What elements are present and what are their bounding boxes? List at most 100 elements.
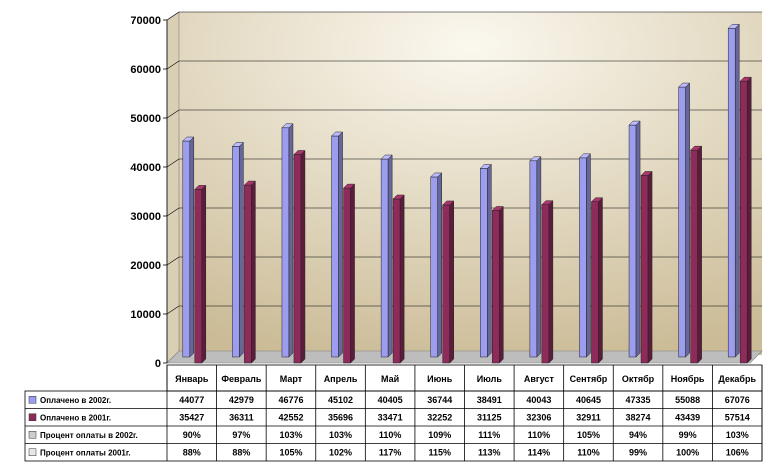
bar-top — [442, 200, 455, 206]
category-label-0: Январь — [175, 374, 209, 384]
bar-side — [598, 197, 603, 364]
gridline-depth-40000 — [166, 158, 180, 168]
bar-side — [449, 200, 454, 364]
bar-2001-5 — [442, 200, 455, 364]
bar-top — [727, 24, 740, 29]
table-cell-2-10: 99% — [679, 430, 697, 440]
bar-top — [491, 206, 504, 211]
bar-top — [342, 183, 356, 189]
gridline-depth-60000 — [166, 60, 180, 70]
table-row-label-2: Процент оплаты в 2002г. — [40, 431, 138, 440]
bar-front — [628, 124, 637, 358]
bar-top — [430, 172, 443, 178]
table-cell-2-11: 103% — [726, 430, 749, 440]
table-row-label-3: Процент оплаты 2001г. — [40, 448, 131, 457]
bar-2001-1 — [243, 180, 256, 364]
bar-top — [194, 185, 207, 190]
category-label-8: Сентябр — [570, 374, 608, 384]
bar-front — [579, 157, 587, 358]
bar-top — [182, 136, 195, 142]
bar-2001-7 — [541, 200, 554, 364]
category-label-3: Апрель — [324, 374, 358, 384]
table-cell-2-4: 110% — [379, 430, 402, 440]
bar-top — [479, 164, 492, 169]
bar-2002-4 — [380, 154, 393, 358]
table-cell-2-1: 97% — [232, 430, 250, 440]
legend-key-row-1 — [28, 413, 37, 421]
table-cell-3-5: 115% — [428, 447, 451, 457]
table-cell-3-2: 105% — [279, 447, 302, 457]
table-cell-1-5: 32252 — [427, 412, 452, 422]
ytick-label-40000: 40000 — [130, 162, 161, 174]
ytick-label-30000: 30000 — [130, 211, 161, 223]
bar-top — [243, 180, 256, 186]
bar-top — [690, 145, 703, 151]
bar-2002-0 — [182, 136, 195, 358]
bar-side — [251, 180, 256, 364]
table-cell-1-9: 38274 — [626, 412, 651, 422]
category-label-2: Март — [280, 374, 303, 384]
bar-top — [640, 171, 653, 176]
table-cell-0-9: 47335 — [626, 395, 651, 405]
table-cell-2-0: 90% — [183, 430, 201, 440]
bar-side — [338, 131, 343, 358]
bar-2002-11 — [727, 23, 740, 358]
bar-top — [541, 200, 554, 205]
category-label-4: Май — [381, 374, 399, 384]
bar-side — [350, 183, 355, 364]
table-cell-1-3: 35696 — [328, 412, 353, 422]
category-label-10: Ноябрь — [671, 374, 705, 384]
bar-front — [232, 146, 240, 358]
bar-front — [640, 175, 649, 364]
bar-side — [437, 172, 442, 358]
bar-top — [281, 123, 294, 129]
bar-top — [330, 131, 344, 137]
table-cell-2-5: 109% — [428, 430, 451, 440]
bar-top — [231, 142, 244, 147]
gridline-depth-30000 — [166, 207, 180, 217]
ytick-label-0: 0 — [155, 358, 161, 370]
bar-side — [189, 136, 195, 358]
legend-key-row-0 — [28, 396, 37, 404]
bar-side — [697, 145, 702, 364]
bar-side — [499, 205, 504, 364]
bar-2002-2 — [281, 123, 294, 358]
table-cell-3-10: 100% — [676, 447, 699, 457]
gridline-depth-10000 — [166, 305, 180, 315]
table-cell-1-10: 43439 — [675, 412, 700, 422]
bar-side — [201, 184, 207, 364]
bar-2002-6 — [479, 163, 492, 358]
bar-2002-7 — [529, 156, 542, 358]
bar-2002-8 — [578, 153, 592, 358]
bar-2001-2 — [293, 149, 306, 364]
bar-side — [387, 154, 393, 358]
category-label-11: Декабрь — [718, 374, 756, 384]
legend-key-row-3 — [28, 448, 37, 456]
table-cell-1-1: 36311 — [229, 412, 254, 422]
table-cell-3-6: 113% — [478, 447, 501, 457]
bar-front — [293, 154, 302, 364]
table-cell-0-2: 46776 — [278, 395, 303, 405]
table-cell-2-2: 103% — [279, 430, 302, 440]
table-cell-1-11: 57514 — [725, 412, 750, 422]
bar-top — [293, 150, 306, 155]
table-cell-3-1: 88% — [232, 447, 250, 457]
bar-top — [739, 76, 752, 82]
table-row-label-0: Оплачено в 2002г. — [40, 396, 111, 405]
bar-2002-3 — [330, 131, 344, 358]
bar-front — [678, 86, 686, 358]
bar-side — [635, 120, 641, 358]
bar-front — [442, 204, 450, 364]
table-cell-2-9: 94% — [629, 430, 647, 440]
table-cell-3-7: 114% — [528, 447, 551, 457]
bar-side — [399, 194, 405, 364]
table-cell-0-5: 36744 — [427, 395, 452, 405]
bar-front — [541, 204, 550, 364]
bar-top — [678, 82, 691, 88]
bar-front — [343, 187, 351, 364]
bar-front — [194, 189, 203, 364]
table-cell-3-9: 99% — [629, 447, 647, 457]
bar-front — [392, 198, 401, 364]
